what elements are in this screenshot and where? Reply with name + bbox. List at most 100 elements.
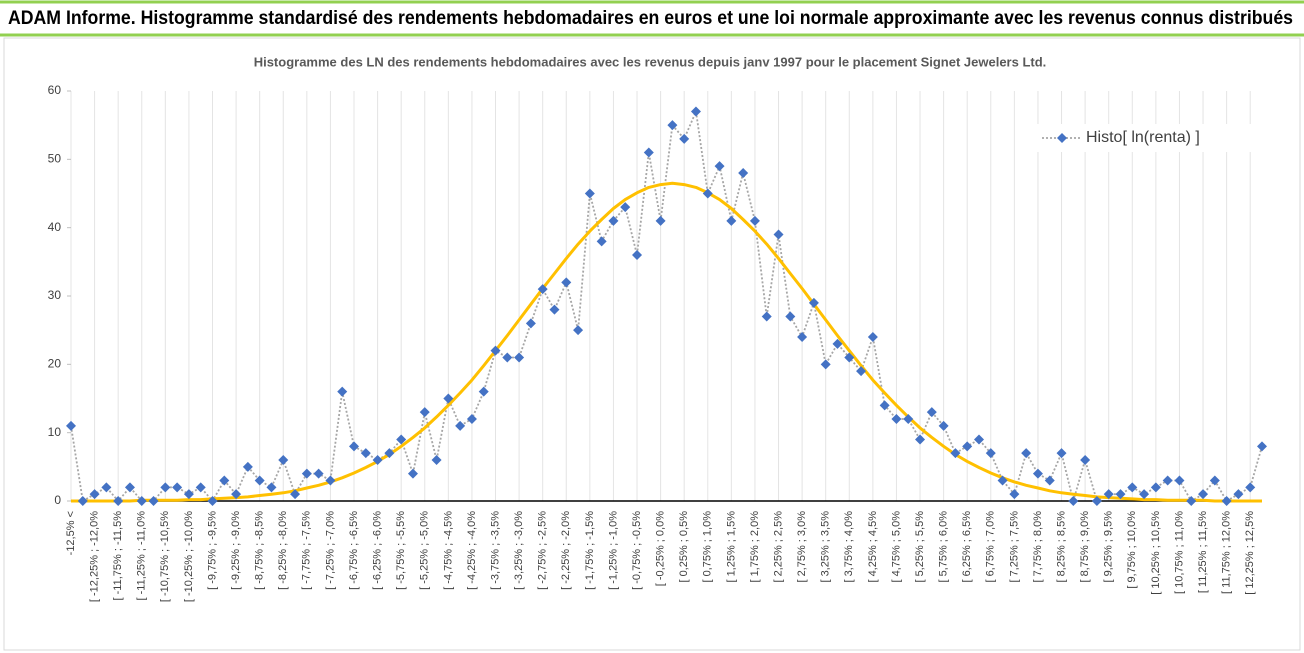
marker	[1115, 489, 1126, 500]
x-tick-label: [ -4,25% ; -4,0%	[466, 511, 478, 590]
marker	[549, 304, 560, 315]
x-tick-label: [ -6,75% ; -6,5%	[348, 511, 360, 590]
marker	[407, 468, 418, 479]
marker	[1174, 475, 1185, 486]
x-tick-label: [ -7,25% ; -7,0%	[324, 511, 336, 590]
fit-curve	[71, 181, 1262, 503]
marker	[290, 489, 301, 500]
x-tick-label: [ 4,75% ; 5,0%	[890, 511, 902, 583]
marker	[148, 496, 159, 506]
x-tick-label: [ -9,75% ; -9,5%	[206, 511, 218, 590]
x-tick-label: [ -1,75% ; -1,5%	[584, 511, 596, 590]
marker	[655, 215, 666, 226]
x-tick-label: [ 6,75% ; 7,0%	[985, 511, 997, 583]
marker	[679, 133, 690, 144]
marker	[443, 393, 454, 404]
x-tick-label: [ 8,75% ; 9,0%	[1079, 511, 1091, 583]
marker	[183, 489, 194, 500]
marker	[1221, 496, 1232, 506]
marker	[77, 496, 88, 506]
chart-frame	[3, 37, 1301, 651]
marker	[124, 482, 135, 493]
marker	[301, 468, 312, 479]
marker	[1009, 489, 1020, 500]
x-tick-label: [ 11,75% ; 12,0%	[1221, 511, 1233, 594]
marker	[66, 420, 76, 431]
x-tick-label: [ -2,75% ; -2,5%	[537, 511, 549, 590]
marker	[573, 325, 584, 336]
y-tick-label: 10	[48, 425, 62, 439]
marker	[219, 475, 230, 486]
marker	[525, 318, 536, 329]
marker	[738, 168, 749, 178]
marker	[997, 475, 1008, 486]
x-tick-label: -12,5% <	[65, 511, 77, 555]
marker	[89, 489, 100, 500]
marker	[1080, 455, 1091, 465]
x-tick-label: [ 1,75% ; 2,0%	[749, 511, 761, 583]
marker	[985, 448, 996, 459]
marker	[466, 414, 477, 424]
x-tick-label: [ -8,75% ; -8,5%	[254, 511, 266, 590]
marker	[266, 482, 277, 493]
x-tick-label: [ 6,25% ; 6,5%	[961, 511, 973, 583]
marker	[962, 441, 973, 452]
y-tick-label: 0	[54, 493, 61, 507]
marker	[596, 236, 607, 247]
marker	[879, 400, 890, 411]
marker	[891, 414, 902, 424]
x-tick-label: [ -7,75% ; -7,5%	[301, 511, 313, 590]
marker	[1245, 482, 1256, 493]
x-tick-label: [ 9,75% ; 10,0%	[1126, 511, 1138, 589]
marker	[478, 386, 489, 397]
marker	[278, 455, 289, 465]
x-tick-label: [ 8,25% ; 8,5%	[1055, 511, 1067, 583]
x-tick-label: [ 1,25% ; 1,5%	[725, 511, 737, 583]
marker	[349, 441, 360, 452]
marker	[1103, 489, 1114, 500]
x-tick-label: [ -8,25% ; -8,0%	[277, 511, 289, 590]
marker	[1091, 496, 1102, 506]
marker	[844, 352, 855, 363]
x-tick-label: [ -5,25% ; -5,0%	[419, 511, 431, 590]
marker	[1162, 475, 1173, 486]
marker	[1209, 475, 1220, 486]
marker	[643, 147, 654, 158]
marker	[702, 188, 713, 199]
marker	[195, 482, 206, 493]
x-tick-label: [ -1,25% ; -1,0%	[607, 511, 619, 590]
y-tick-label: 20	[48, 357, 62, 371]
marker	[773, 229, 784, 240]
marker	[608, 215, 619, 226]
x-tick-label: [ -9,25% ; -9,0%	[230, 511, 242, 590]
x-tick-label: [ 0,25% ; 0,5%	[678, 511, 690, 583]
x-tick-label: [ -3,75% ; -3,5%	[489, 511, 501, 590]
marker	[325, 475, 336, 486]
x-tick-label: [ -4,75% ; -4,5%	[442, 511, 454, 590]
marker	[561, 277, 572, 288]
x-tick-label: [ 10,75% ; 11,0%	[1173, 511, 1185, 594]
x-tick-label: [ -10,25% ; -10,0%	[183, 511, 195, 602]
marker	[136, 496, 147, 506]
x-tick-label: [ -0,25% ; 0,0%	[655, 511, 667, 586]
x-tick-label: [ 7,75% ; 8,0%	[1032, 511, 1044, 583]
legend-label: Histo[ ln(renta) ]	[1086, 129, 1200, 146]
x-tick-label: [ -11,75% ; -11,5%	[112, 511, 124, 601]
marker	[690, 106, 701, 117]
marker	[903, 414, 914, 424]
marker	[797, 332, 808, 342]
chart-title: Histogramme des LN des rendements hebdom…	[254, 54, 1047, 69]
x-tick-label: [ 12,25% ; 12,5%	[1244, 511, 1256, 595]
x-tick-label: [ 2,25% ; 2,5%	[772, 511, 784, 583]
x-tick-label: [ -5,75% ; -5,5%	[395, 511, 407, 590]
marker	[785, 311, 796, 322]
marker	[396, 434, 407, 445]
marker	[620, 202, 631, 213]
marker	[973, 434, 984, 445]
y-tick-label: 60	[48, 83, 62, 97]
x-tick-label: [ 5,75% ; 6,0%	[938, 511, 950, 583]
legend-marker	[1057, 133, 1067, 143]
x-tick-label: [ 2,75% ; 3,0%	[796, 511, 808, 583]
marker	[242, 461, 253, 472]
